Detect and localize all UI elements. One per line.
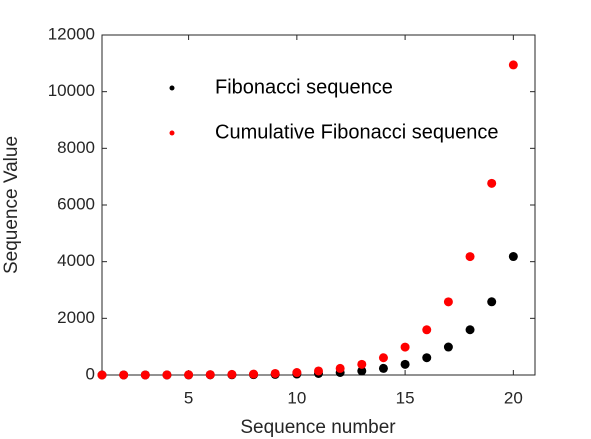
- legend-label: Cumulative Fibonacci sequence: [215, 121, 499, 143]
- y-tick-label: 0: [86, 364, 95, 383]
- point: [508, 60, 518, 70]
- point: [422, 325, 432, 335]
- point: [357, 359, 367, 369]
- point: [162, 370, 172, 380]
- point: [465, 325, 475, 335]
- y-axis-label: Sequence Value: [1, 136, 22, 274]
- point: [465, 252, 475, 262]
- point: [97, 370, 107, 380]
- point: [205, 370, 215, 380]
- point: [443, 342, 453, 352]
- point: [249, 369, 259, 379]
- point: [314, 366, 323, 376]
- y-tick-label: 6000: [57, 194, 95, 213]
- y-tick-label: 2000: [57, 308, 95, 327]
- x-tick-label: 10: [287, 388, 306, 407]
- point: [378, 353, 388, 363]
- y-tick-label: 8000: [57, 138, 95, 157]
- point: [508, 252, 518, 262]
- point: [140, 370, 150, 380]
- point: [487, 297, 497, 307]
- point: [378, 363, 388, 373]
- point: [400, 342, 410, 352]
- y-tick-label: 12000: [48, 24, 95, 43]
- y-tick-label: 10000: [48, 81, 95, 100]
- point: [119, 370, 129, 380]
- point: [357, 366, 367, 376]
- point: [335, 363, 345, 373]
- x-tick-label: 15: [396, 388, 415, 407]
- point: [270, 368, 280, 378]
- point: [487, 178, 497, 188]
- point: [422, 353, 432, 363]
- y-tick-label: 4000: [57, 251, 95, 270]
- point: [184, 370, 194, 380]
- x-tick-label: 20: [504, 388, 523, 407]
- point: [443, 297, 453, 307]
- x-axis-label: Sequence number: [240, 417, 396, 438]
- legend-label: Fibonacci sequence: [215, 76, 393, 98]
- point: [227, 369, 237, 379]
- legend-marker: [169, 85, 175, 91]
- point: [292, 368, 302, 378]
- point: [400, 359, 410, 369]
- legend-marker: [169, 130, 175, 136]
- x-tick-label: 5: [184, 388, 193, 407]
